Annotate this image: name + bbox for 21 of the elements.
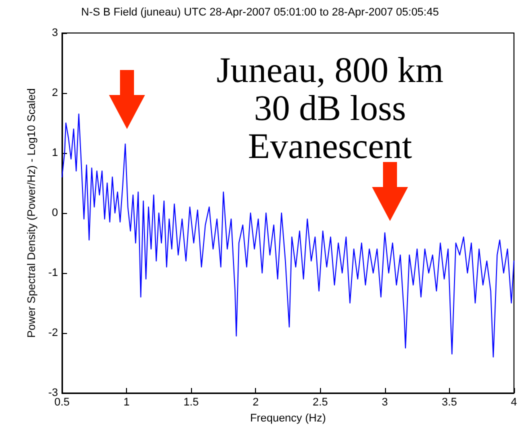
y-tick-label: 0 bbox=[52, 207, 58, 219]
x-tick-label: 2.5 bbox=[312, 396, 328, 408]
y-tick-label: 1 bbox=[52, 147, 58, 159]
annotation: 30 dB loss bbox=[254, 88, 406, 128]
x-tick-label: 0.5 bbox=[54, 396, 70, 408]
x-tick-label: 3 bbox=[382, 396, 388, 408]
y-tick-label: -3 bbox=[48, 387, 58, 399]
chart-title: N-S B Field (juneau) UTC 28-Apr-2007 05:01:00 to 28-Apr-2007 05:05:45 bbox=[81, 6, 439, 18]
annotation: Juneau, 800 km bbox=[216, 50, 444, 90]
y-tick-label: 2 bbox=[52, 87, 58, 99]
x-axis-title: Frequency (Hz) bbox=[250, 412, 326, 424]
y-tick-label: 3 bbox=[52, 27, 58, 39]
y-axis-title: Power Spectral Density (Power/Hz) - Log10 Scaled bbox=[26, 88, 38, 338]
y-tick-label: -1 bbox=[48, 267, 58, 279]
y-tick-label: -2 bbox=[48, 327, 58, 339]
x-tick-label: 3.5 bbox=[442, 396, 458, 408]
annotation: Evanescent bbox=[248, 126, 412, 166]
x-tick-label: 4 bbox=[510, 396, 518, 408]
x-tick-label: 2 bbox=[252, 396, 259, 408]
x-tick-label: 1 bbox=[124, 396, 130, 408]
x-tick-label: 1.5 bbox=[183, 396, 199, 408]
